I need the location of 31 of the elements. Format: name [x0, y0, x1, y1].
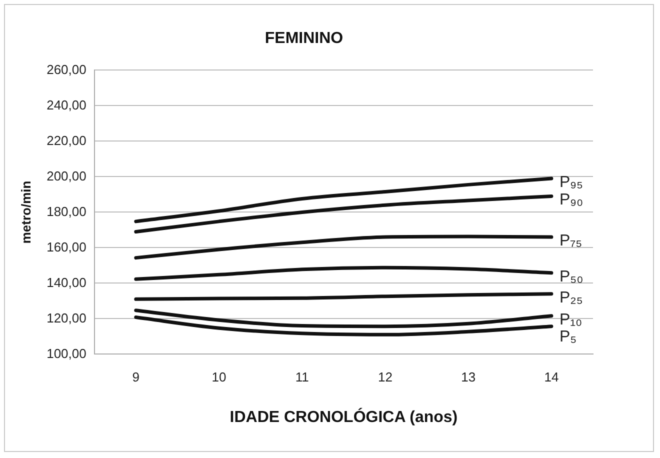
- series-label: P₇₅: [559, 232, 582, 250]
- y-tick-label: 180,00: [46, 204, 86, 219]
- line-series: [134, 194, 554, 234]
- x-tick-label: 14: [544, 370, 559, 385]
- x-tick-label: 9: [132, 370, 140, 385]
- line-series: [134, 266, 554, 281]
- line-series: [134, 308, 554, 328]
- x-tick-label: 12: [378, 370, 392, 385]
- y-tick-label: 100,00: [46, 346, 86, 361]
- series-label: P₉₅: [559, 174, 583, 191]
- x-tick-label: 13: [461, 370, 476, 385]
- y-tick-label: 120,00: [46, 310, 86, 326]
- chart-title: FEMININO: [264, 30, 344, 48]
- x-axis-title: IDADE CRONOLÓGICA (anos): [230, 406, 458, 426]
- series-label: P₉₀: [559, 192, 584, 209]
- x-tick-label: 10: [212, 370, 226, 385]
- line-series: [134, 316, 554, 336]
- series-label: P₅: [559, 328, 577, 346]
- y-tick-label: 240,00: [46, 97, 86, 112]
- y-axis-title: metro/min: [18, 180, 34, 244]
- series-label: P₁₀: [559, 311, 582, 328]
- y-tick-label: 220,00: [46, 132, 86, 148]
- series-label: P₂₅: [559, 289, 583, 306]
- series-label: P₅₀: [559, 268, 584, 286]
- y-tick-label: 260,00: [46, 62, 86, 77]
- y-tick-label: 140,00: [46, 274, 86, 290]
- y-tick-label: 200,00: [46, 168, 86, 184]
- line-series: [134, 234, 554, 260]
- line-series: [134, 176, 554, 224]
- x-tick-label: 11: [295, 370, 309, 385]
- y-tick-label: 160,00: [46, 239, 86, 254]
